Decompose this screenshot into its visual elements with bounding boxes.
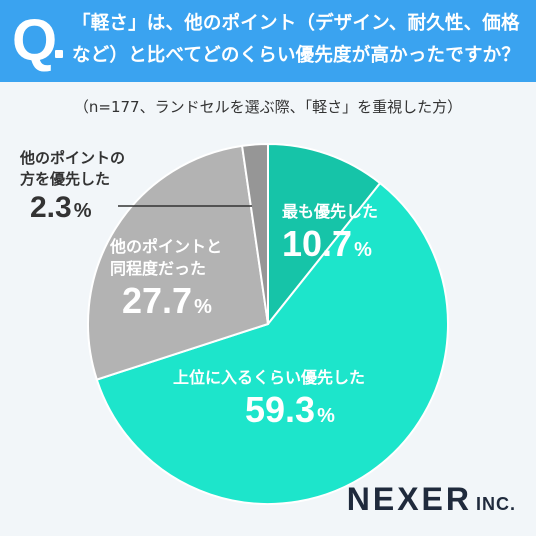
question-header: Q 「軽さ」は、他のポイント（デザイン、耐久性、価格など）と比べてどのくらい優先… (0, 0, 536, 82)
q-dot (55, 50, 63, 58)
slice-high (95, 181, 449, 505)
label-slice-same-name-1: 他のポイントと (110, 237, 223, 256)
label-slice-other: 他のポイントの 方を優先した 2.3% (20, 148, 125, 229)
question-text: 「軽さ」は、他のポイント（デザイン、耐久性、価格など）と比べてどのくらい優先度が… (72, 13, 521, 66)
label-slice-other-pct: % (73, 200, 92, 222)
label-slice-other-value: 2.3% (30, 190, 125, 229)
label-slice-high-number: 59.3 (245, 389, 316, 430)
label-slice-same-number: 27.7 (122, 280, 193, 321)
slice-most (267, 142, 382, 327)
label-slice-other-number: 2.3 (30, 191, 72, 224)
label-slice-other-name-1: 他のポイントの (20, 149, 126, 167)
sample-note: （n=177、ランドセルを選ぶ際、「軽さ」を重視した方） (73, 98, 463, 116)
label-slice-most: 最も優先した 10.7% (282, 201, 378, 271)
label-slice-most-name: 最も優先した (282, 202, 379, 221)
label-slice-most-pct: % (354, 239, 372, 261)
label-slice-most-number: 10.7 (282, 223, 353, 264)
logo-main: NEXER (346, 481, 472, 517)
label-slice-same-name-2: 同程度だった (110, 259, 207, 278)
label-slice-same-pct: % (194, 296, 212, 318)
label-slice-high-value: 59.3% (245, 389, 365, 437)
nexer-logo: NEXER INC. (347, 481, 516, 518)
pie-slices (87, 142, 449, 505)
label-slice-high: 上位に入るくらい優先した 59.3% (173, 367, 365, 437)
label-slice-high-name: 上位に入るくらい優先した (173, 368, 366, 387)
label-slice-most-value: 10.7% (282, 223, 378, 271)
label-slice-other-name-2: 方を優先した (20, 170, 111, 188)
label-slice-same: 他のポイントと 同程度だった 27.7% (110, 236, 222, 328)
logo-suffix: INC. (476, 494, 516, 514)
slice-other (240, 142, 269, 325)
slice-same (87, 144, 270, 381)
q-mark: Q (12, 8, 58, 73)
label-slice-same-value: 27.7% (122, 280, 222, 328)
label-slice-high-pct: % (317, 405, 335, 427)
